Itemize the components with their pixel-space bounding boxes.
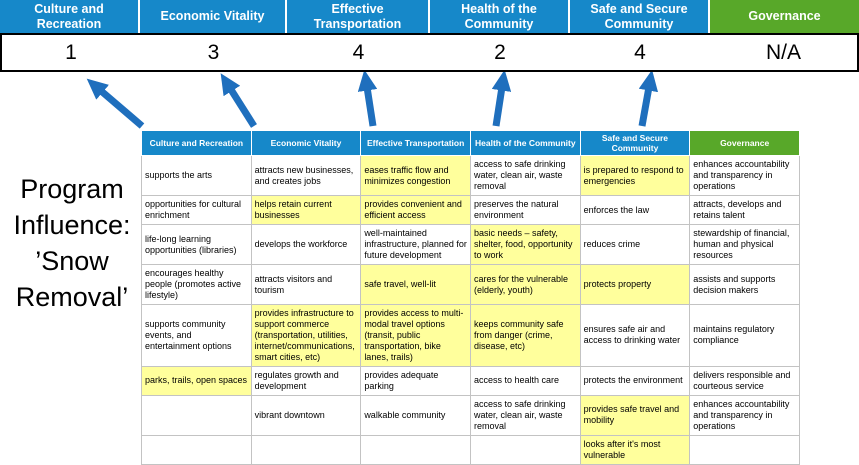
matrix-cell: reduces crime	[579, 224, 691, 266]
matrix-row: encourages healthy people (promotes acti…	[141, 264, 800, 306]
matrix-cell: access to safe drinking water, clean air…	[469, 155, 581, 197]
banner-cell-economic-vitality: Economic Vitality	[140, 0, 287, 33]
matrix-head: Culture and Recreation Economic Vitality…	[141, 129, 800, 157]
matrix-row: vibrant downtown walkable community access…	[141, 394, 800, 436]
up-arrow-icon	[86, 78, 145, 129]
matrix-row: supports the arts attracts new businesses…	[141, 155, 800, 197]
matrix-cell: access to safe drinking water, clean air…	[469, 394, 581, 436]
matrix-cell: regulates growth and development	[250, 365, 362, 396]
matrix-header-row: Culture and Recreation Economic Vitality…	[141, 129, 800, 157]
banner-cell-effective-transportation: Effective Transportation	[287, 0, 430, 33]
matrix-cell: provides access to multi-modal travel op…	[360, 304, 471, 367]
banner-cell-health-community: Health of the Community	[430, 0, 570, 33]
matrix-cell: develops the workforce	[250, 224, 362, 266]
matrix-cell: opportunities for cultural enrichment	[141, 195, 252, 226]
matrix-cell: supports community events, and entertain…	[141, 304, 252, 367]
influence-matrix: Culture and Recreation Economic Vitality…	[141, 129, 800, 465]
matrix-row: looks after it's most vulnerable	[141, 434, 800, 465]
matrix-cell: parks, trails, open spaces	[141, 365, 252, 396]
matrix-cell: helps retain current businesses	[250, 195, 362, 226]
matrix-header-health-community: Health of the Community	[469, 129, 581, 157]
matrix-header-economic-vitality: Economic Vitality	[250, 129, 362, 157]
matrix-row: opportunities for cultural enrichment hel…	[141, 195, 800, 226]
score-culture-recreation: 1	[65, 40, 77, 64]
score-safe-secure-community: 4	[634, 40, 646, 64]
matrix-cell: provides adequate parking	[360, 365, 471, 396]
matrix-cell	[141, 394, 252, 436]
matrix-header-culture-recreation: Culture and Recreation	[141, 129, 252, 157]
matrix-cell: is prepared to respond to emergencies	[579, 155, 691, 197]
program-title: Program Influence: ’Snow Removal’	[13, 174, 131, 312]
banner-cell-culture-recreation: Culture and Recreation	[0, 0, 140, 33]
matrix-cell: access to health care	[469, 365, 581, 396]
category-banner: Culture and Recreation Economic Vitality…	[0, 0, 859, 33]
matrix-cell: maintains regulatory compliance	[689, 304, 800, 367]
matrix-cell: well-maintained infrastructure, planned …	[360, 224, 471, 266]
matrix-cell: assists and supports decision makers	[689, 264, 800, 306]
matrix-cell	[360, 434, 471, 465]
matrix-header-effective-transportation: Effective Transportation	[360, 129, 471, 157]
matrix-row: life-long learning opportunities (librar…	[141, 224, 800, 266]
matrix-cell: enhances accountability and transparency…	[689, 155, 800, 197]
up-arrow-icon	[220, 73, 257, 128]
score-effective-transportation: 4	[352, 40, 365, 64]
matrix-cell: looks after it's most vulnerable	[579, 434, 691, 465]
up-arrow-icon	[357, 72, 378, 127]
score-health-community: 2	[494, 40, 506, 64]
matrix-cell: encourages healthy people (promotes acti…	[141, 264, 252, 306]
matrix-cell: supports the arts	[141, 155, 252, 197]
matrix-cell: ensures safe air and access to drinking …	[579, 304, 691, 367]
matrix-cell: enhances accountability and transparency…	[689, 394, 800, 436]
matrix-cell	[250, 434, 362, 465]
matrix-cell	[689, 434, 800, 465]
matrix-cell: cares for the vulnerable (elderly, youth…	[469, 264, 581, 306]
matrix-cell: life-long learning opportunities (librar…	[141, 224, 252, 266]
matrix-body: supports the arts attracts new businesses…	[141, 155, 800, 465]
matrix-cell: enforces the law	[579, 195, 691, 226]
matrix-cell	[469, 434, 581, 465]
matrix-cell: vibrant downtown	[250, 394, 362, 436]
matrix-cell: attracts visitors and tourism	[250, 264, 362, 306]
matrix-cell: eases traffic flow and minimizes congest…	[360, 155, 471, 197]
matrix-cell: keeps community safe from danger (crime,…	[469, 304, 581, 367]
matrix-cell: safe travel, well-lit	[360, 264, 471, 306]
up-arrow-icon	[638, 72, 659, 127]
score-row: 1 3 4 2 4 N/A	[0, 33, 859, 72]
matrix-cell: attracts, develops and retains talent	[689, 195, 800, 226]
matrix-cell: protects the environment	[579, 365, 691, 396]
matrix-cell: preserves the natural environment	[469, 195, 581, 226]
matrix-cell: basic needs – safety, shelter, food, opp…	[469, 224, 581, 266]
matrix-header-safe-secure-community: Safe and Secure Community	[579, 129, 691, 157]
banner-cell-safe-secure-community: Safe and Secure Community	[570, 0, 710, 33]
matrix-cell: provides safe travel and mobility	[579, 394, 691, 436]
matrix-cell	[141, 434, 252, 465]
up-arrow-icon	[491, 72, 512, 127]
score-economic-vitality: 3	[207, 40, 220, 64]
matrix-row: supports community events, and entertain…	[141, 304, 800, 367]
matrix-cell: walkable community	[360, 394, 471, 436]
matrix-header-governance: Governance	[689, 129, 800, 157]
score-governance: N/A	[765, 40, 801, 64]
matrix-cell: protects property	[579, 264, 691, 306]
matrix-cell: provides convenient and efficient access	[360, 195, 471, 226]
matrix-row: parks, trails, open spaces regulates grow…	[141, 365, 800, 396]
banner-cell-governance: Governance	[710, 0, 859, 33]
matrix-cell: attracts new businesses, and creates job…	[250, 155, 362, 197]
matrix-cell: provides infrastructure to support comme…	[250, 304, 362, 367]
matrix-cell: delivers responsible and courteous servi…	[689, 365, 800, 396]
matrix-cell: stewardship of financial, human and phys…	[689, 224, 800, 266]
influence-arrows	[86, 72, 659, 129]
